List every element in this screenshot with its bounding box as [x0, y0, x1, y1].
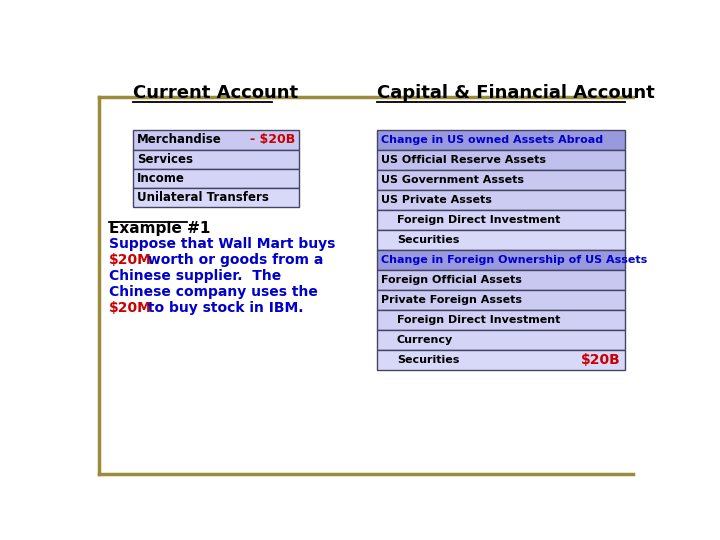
Text: $20M: $20M: [109, 301, 152, 315]
Bar: [377, 150, 625, 170]
Text: Services: Services: [138, 153, 193, 166]
Text: worth or goods from a: worth or goods from a: [143, 253, 323, 267]
Text: Suppose that Wall Mart buys: Suppose that Wall Mart buys: [109, 237, 336, 251]
Bar: [377, 231, 625, 251]
Text: Current Account: Current Account: [132, 84, 298, 102]
Text: Income: Income: [138, 172, 185, 185]
Text: US Private Assets: US Private Assets: [382, 195, 492, 205]
Text: Unilateral Transfers: Unilateral Transfers: [138, 191, 269, 204]
Bar: [132, 188, 300, 207]
Bar: [132, 150, 300, 168]
Text: Securities: Securities: [397, 355, 459, 366]
Text: Change in Foreign Ownership of US Assets: Change in Foreign Ownership of US Assets: [382, 255, 648, 265]
Text: Foreign Direct Investment: Foreign Direct Investment: [397, 215, 560, 225]
Text: Private Foreign Assets: Private Foreign Assets: [382, 295, 523, 306]
Text: Currency: Currency: [397, 335, 453, 346]
Text: $20B: $20B: [581, 354, 621, 368]
Text: Securities: Securities: [397, 235, 459, 245]
Text: US Official Reserve Assets: US Official Reserve Assets: [382, 156, 546, 165]
Text: Chinese supplier.  The: Chinese supplier. The: [109, 269, 282, 283]
Bar: [377, 310, 625, 330]
Bar: [377, 190, 625, 211]
Bar: [377, 170, 625, 190]
Text: - $20B: - $20B: [250, 133, 295, 146]
Text: Change in US owned Assets Abroad: Change in US owned Assets Abroad: [382, 135, 603, 145]
Text: Foreign Direct Investment: Foreign Direct Investment: [397, 315, 560, 326]
Text: to buy stock in IBM.: to buy stock in IBM.: [143, 301, 303, 315]
Text: US Government Assets: US Government Assets: [382, 176, 524, 185]
Bar: [132, 130, 300, 150]
Bar: [377, 330, 625, 350]
Text: $20M: $20M: [109, 253, 152, 267]
Bar: [377, 130, 625, 150]
Text: Capital & Financial Account: Capital & Financial Account: [377, 84, 654, 102]
Bar: [377, 251, 625, 271]
Bar: [377, 350, 625, 370]
Text: Example #1: Example #1: [109, 221, 211, 236]
Text: Chinese company uses the: Chinese company uses the: [109, 285, 318, 299]
Text: Merchandise: Merchandise: [138, 133, 222, 146]
Bar: [377, 271, 625, 291]
Bar: [132, 168, 300, 188]
Text: Foreign Official Assets: Foreign Official Assets: [382, 275, 522, 286]
Bar: [377, 291, 625, 310]
Bar: [377, 211, 625, 231]
